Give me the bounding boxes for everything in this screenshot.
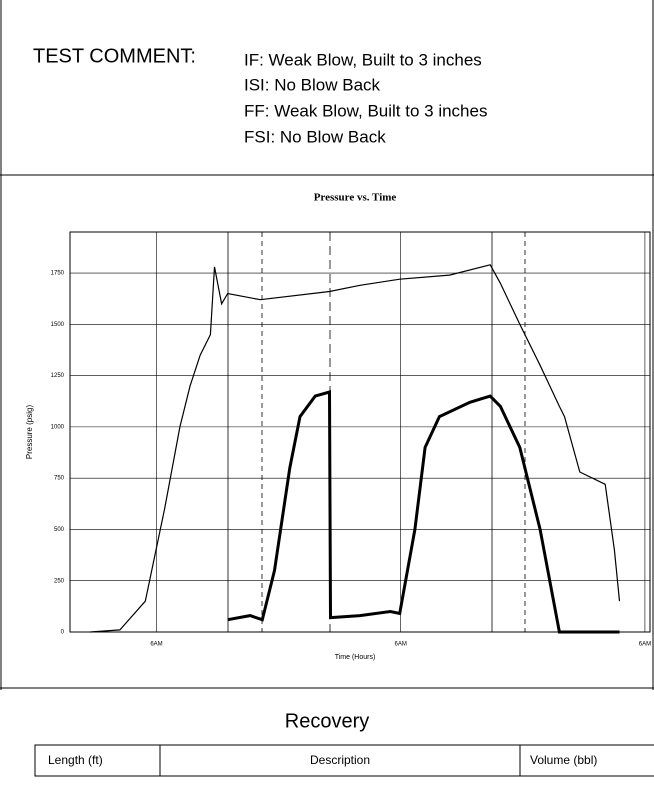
x-tick-label: 6AM — [639, 642, 651, 648]
y-tick-label: 500 — [54, 527, 65, 533]
y-tick-label: 250 — [54, 578, 65, 584]
comment-line: FSI: No Blow Back — [244, 127, 386, 146]
column-header: Volume (bbl) — [530, 753, 597, 767]
y-tick-label: 0 — [61, 630, 65, 636]
y-tick-label: 1500 — [51, 322, 65, 328]
y-tick-label: 1250 — [51, 373, 65, 379]
column-header: Description — [310, 753, 370, 767]
x-tick-label: 6AM — [150, 642, 162, 648]
recovery-title: Recovery — [285, 710, 369, 732]
y-tick-label: 1000 — [51, 424, 65, 430]
y-tick-label: 750 — [54, 476, 65, 482]
x-tick-label: 6AM — [395, 642, 407, 648]
x-axis-label: Time (Hours) — [335, 654, 376, 661]
comment-line: FF: Weak Blow, Built to 3 inches — [244, 101, 487, 120]
y-axis-label: Pressure (psig) — [25, 405, 34, 460]
chart-title: Pressure vs. Time — [314, 192, 397, 204]
column-header: Length (ft) — [48, 753, 103, 767]
y-tick-label: 1750 — [51, 271, 65, 277]
series-line — [227, 390, 620, 634]
series-line — [90, 264, 621, 633]
plot-frame — [69, 231, 651, 633]
comment-line: ISI: No Blow Back — [244, 75, 381, 94]
comment-line: IF: Weak Blow, Built to 3 inches — [244, 50, 482, 69]
table-header — [34, 744, 654, 777]
event-lines — [227, 232, 526, 632]
comment-label: TEST COMMENT: — [33, 45, 196, 67]
